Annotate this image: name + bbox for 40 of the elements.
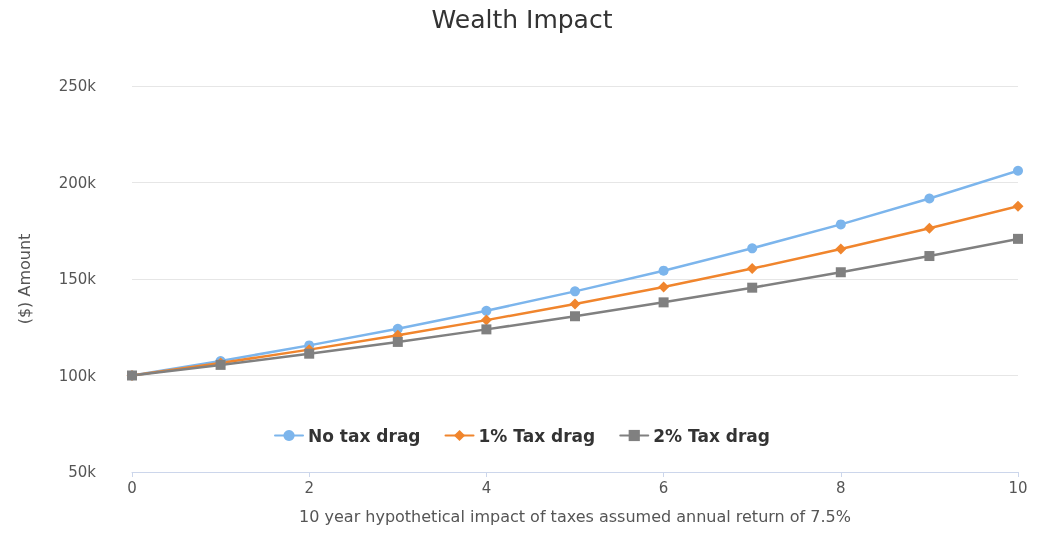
legend-label: 1% Tax drag xyxy=(478,425,596,446)
x-tick-label: 8 xyxy=(836,478,846,497)
point xyxy=(481,324,492,335)
point xyxy=(747,243,758,254)
point xyxy=(570,286,580,297)
chart-title: Wealth Impact xyxy=(431,5,613,34)
point xyxy=(658,281,670,293)
point xyxy=(481,305,492,316)
x-tick-label: 6 xyxy=(658,478,669,497)
point xyxy=(658,297,669,308)
x-tick-label: 2 xyxy=(304,478,314,497)
y-tick-label: 50k xyxy=(68,463,97,481)
x-tick-label: 10 xyxy=(1008,478,1028,497)
point xyxy=(924,193,935,204)
x-tick-label: 0 xyxy=(127,478,137,497)
y-tick-label: 100k xyxy=(58,366,97,385)
y-axis-title: ($) Amount xyxy=(14,233,34,325)
point xyxy=(835,267,846,278)
point xyxy=(480,314,492,326)
point xyxy=(569,298,581,310)
point xyxy=(570,311,580,322)
x-axis-title: 10 year hypothetical impact of taxes assumed annual return of 7.5% xyxy=(299,506,851,526)
point xyxy=(924,251,935,262)
point xyxy=(392,336,403,347)
x-tick-label: 4 xyxy=(481,478,492,497)
point xyxy=(658,265,669,276)
y-tick-label: 150k xyxy=(58,270,97,288)
legend-label: No tax drag xyxy=(308,425,421,446)
y-tick-label: 250k xyxy=(58,77,97,95)
point xyxy=(835,243,847,255)
point xyxy=(1012,200,1024,212)
point xyxy=(304,348,315,359)
point xyxy=(1013,165,1023,176)
point xyxy=(923,222,935,234)
legend-label: 2% Tax drag xyxy=(653,425,770,446)
point xyxy=(746,263,758,275)
y-tick-label: 200k xyxy=(58,173,97,192)
point xyxy=(835,219,846,230)
point xyxy=(747,282,758,293)
point xyxy=(1013,233,1023,244)
